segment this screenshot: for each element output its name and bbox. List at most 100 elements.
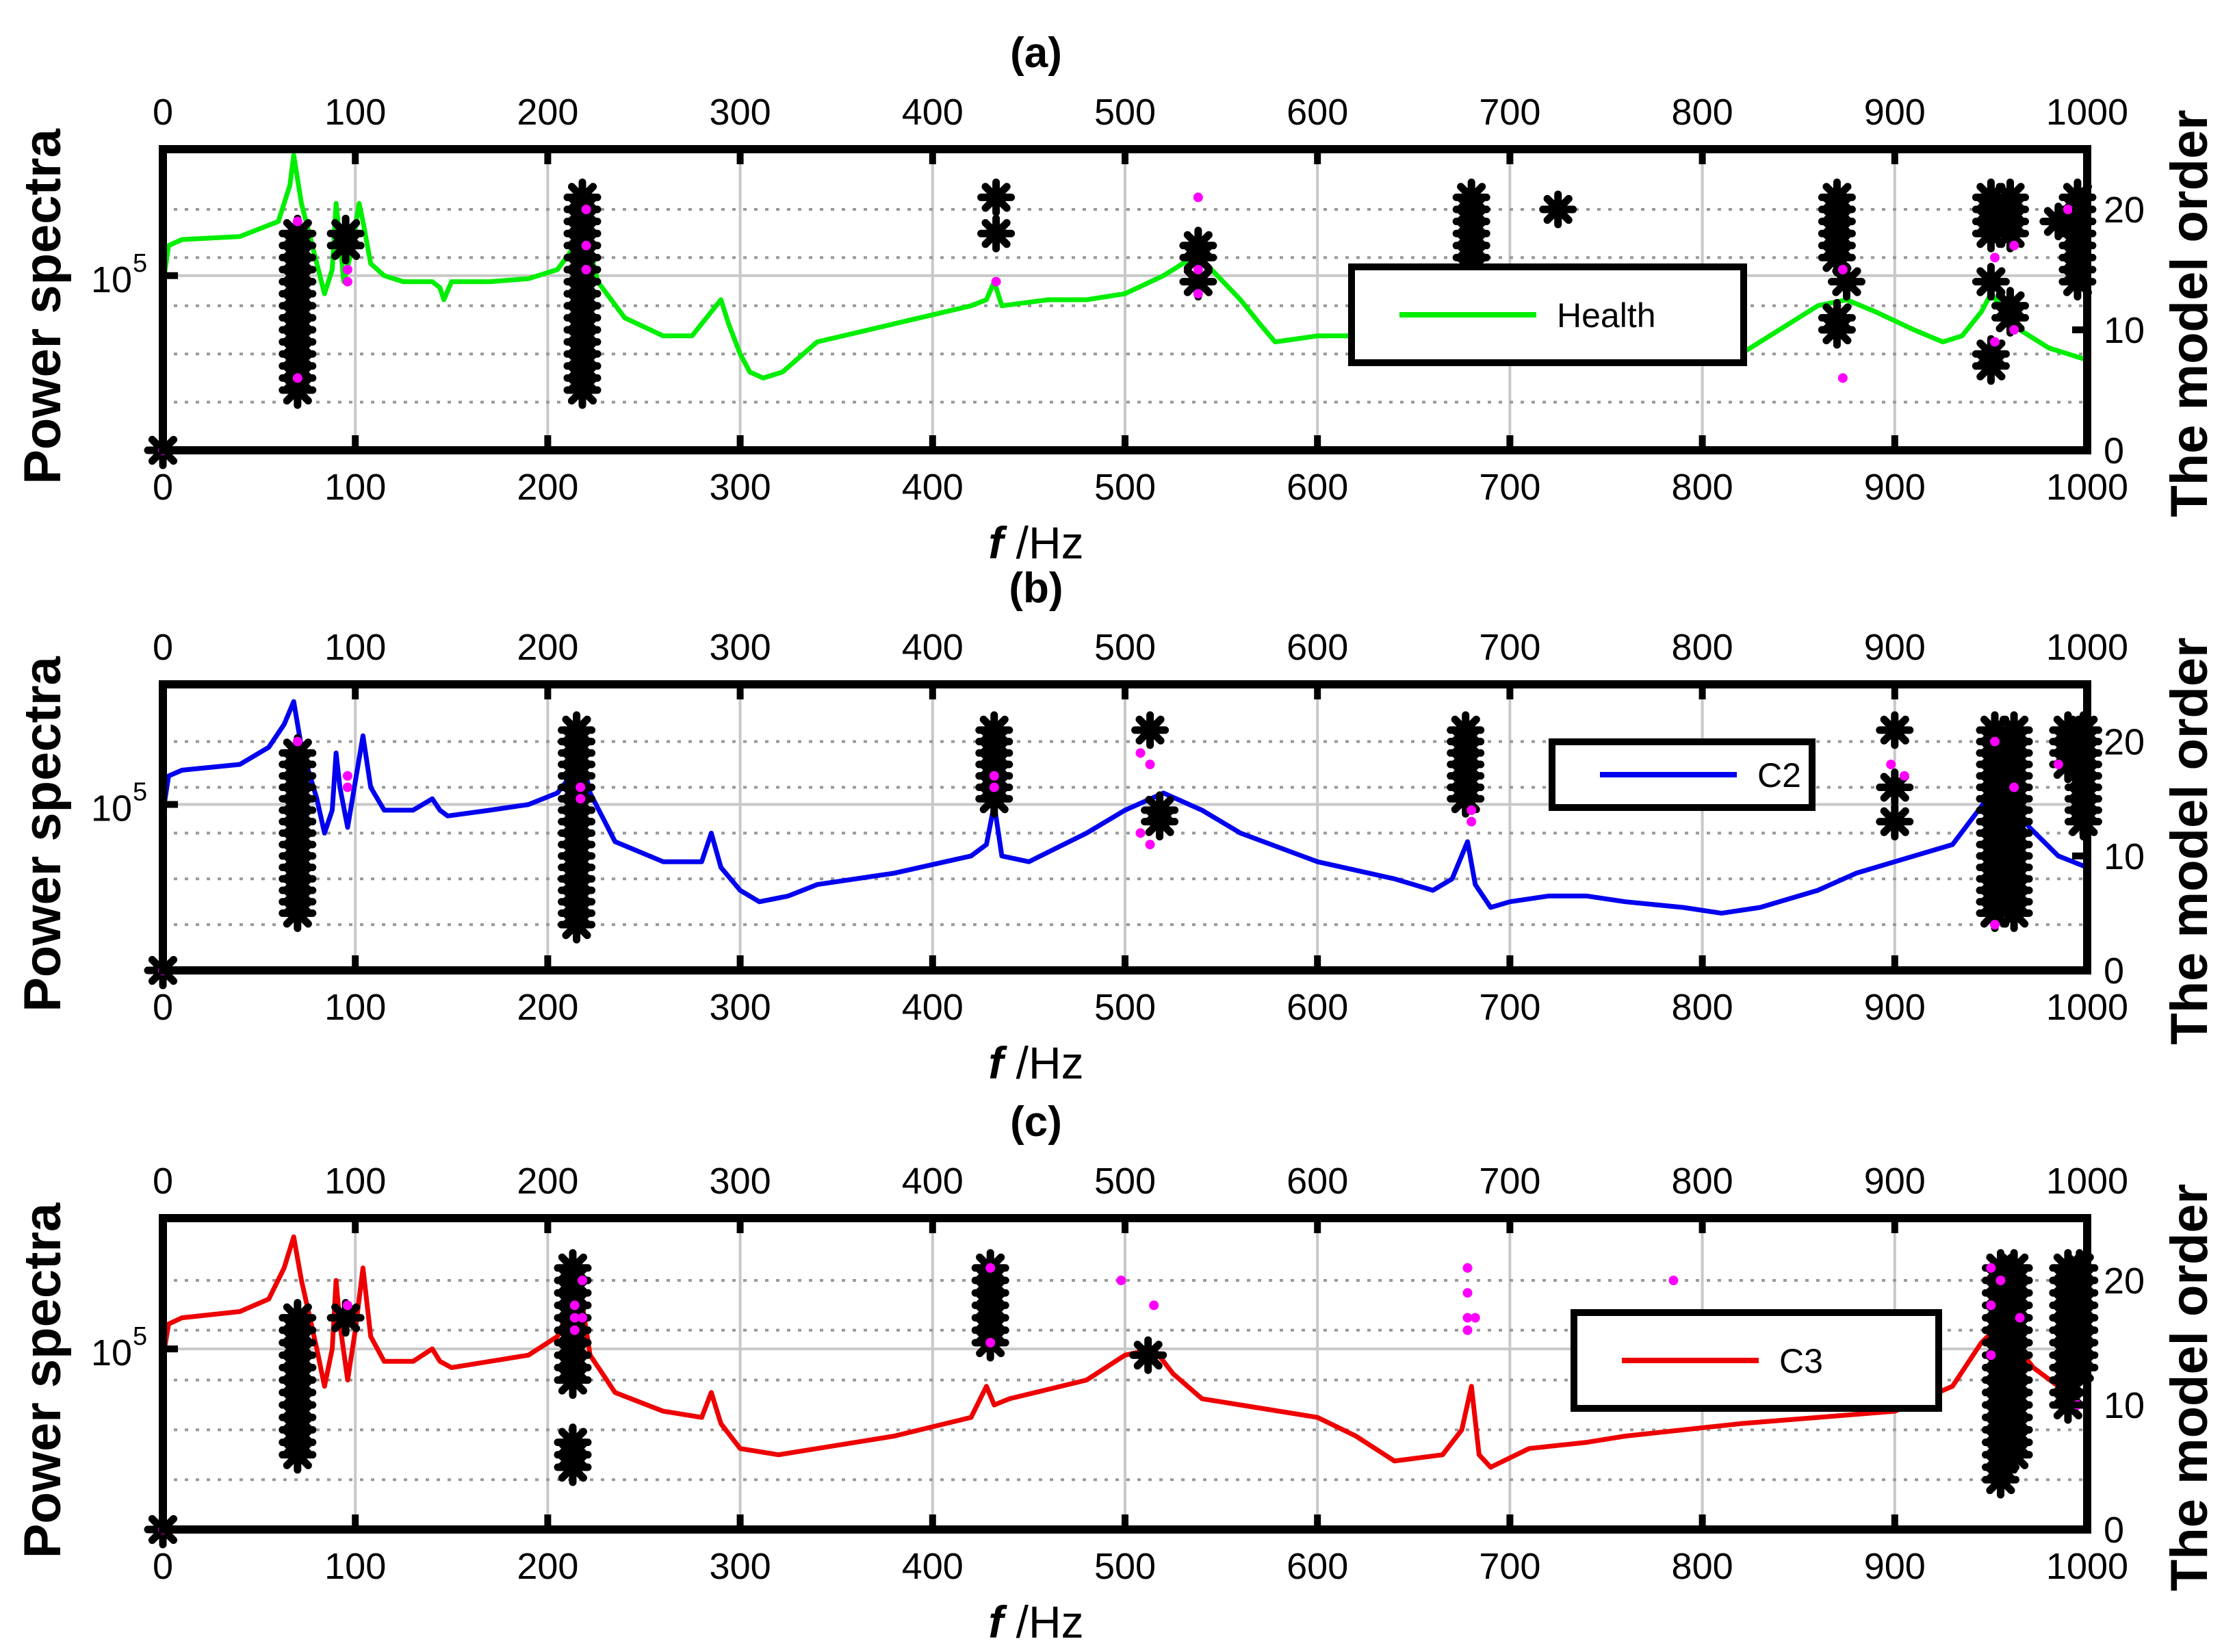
- dot-marker: [292, 216, 302, 227]
- x-tick-label-top: 700: [1479, 92, 1540, 133]
- dot-marker: [292, 736, 302, 747]
- x-tick-label-top: 1000: [2046, 627, 2128, 668]
- y-left-tick-exp: 5: [133, 1322, 147, 1351]
- x-tick-label-top: 0: [153, 1161, 173, 1202]
- dot-marker: [1135, 748, 1146, 758]
- y-left-tick-base: 10: [91, 259, 132, 300]
- stable-markers: [144, 711, 2102, 990]
- stable-marker: [1972, 263, 2010, 301]
- x-tick-label-top: 800: [1672, 627, 1733, 668]
- stable-marker: [977, 214, 1016, 253]
- x-tick-label-top: 300: [710, 1161, 771, 1202]
- dot-marker: [1462, 1325, 1473, 1335]
- dot-marker: [1986, 1300, 1996, 1311]
- panel-b: 0010010020020030030040040050050060060070…: [14, 565, 2219, 1088]
- x-tick-label-top: 0: [153, 627, 173, 668]
- dot-marker: [1886, 760, 1896, 770]
- stable-marker: [1141, 791, 1179, 829]
- dot-marker: [1462, 1313, 1473, 1323]
- x-tick-label-top: 600: [1287, 627, 1348, 668]
- stable-marker: [1179, 227, 1217, 265]
- stable-marker: [1447, 711, 1485, 749]
- dot-markers: [158, 736, 2063, 975]
- x-tick-label-bottom: 0: [153, 467, 173, 508]
- dot-marker: [1986, 1350, 1996, 1360]
- stable-marker: [1991, 287, 2029, 325]
- x-tick-label-top: 900: [1864, 627, 1926, 668]
- x-tick-label-top: 700: [1479, 627, 1540, 668]
- dot-marker: [991, 276, 1001, 287]
- dot-marker: [1462, 1263, 1473, 1273]
- x-tick-label-top: 600: [1287, 92, 1348, 133]
- x-tick-label-bottom: 900: [1864, 467, 1926, 508]
- dot-marker: [1135, 828, 1146, 838]
- stable-marker: [977, 178, 1016, 216]
- x-axis-label-unit: /Hz: [1003, 1037, 1083, 1088]
- x-tick-label-bottom: 1000: [2046, 987, 2128, 1028]
- x-tick-label-bottom: 700: [1479, 987, 1540, 1028]
- dot-marker: [2015, 1313, 2025, 1323]
- x-axis-label: f /Hz: [988, 517, 1083, 568]
- dot-marker: [342, 771, 352, 781]
- x-tick-label-bottom: 500: [1094, 987, 1156, 1028]
- dot-marker: [569, 1325, 580, 1335]
- panel-c: 0010010020020030030040040050050060060070…: [14, 1098, 2219, 1647]
- dot-marker: [1470, 1313, 1480, 1323]
- stable-marker: [554, 1249, 592, 1287]
- x-tick-label-top: 0: [153, 92, 173, 133]
- x-tick-label-top: 400: [902, 1161, 964, 1202]
- stable-marker: [1995, 711, 2033, 749]
- x-tick-label-bottom: 900: [1864, 987, 1926, 1028]
- x-tick-label-bottom: 700: [1479, 467, 1540, 508]
- stable-marker: [326, 214, 365, 253]
- dot-marker: [1193, 265, 1203, 274]
- panel-title: (b): [1009, 565, 1063, 612]
- y-left-tick-base: 10: [91, 1332, 132, 1373]
- panel-a: 0010010020020030030040040050050060060070…: [14, 29, 2219, 568]
- stable-marker: [1972, 178, 2010, 216]
- x-tick-label-top: 400: [902, 92, 964, 133]
- legend-label: C3: [1779, 1342, 1823, 1380]
- dot-marker: [578, 1276, 588, 1285]
- y-left-tick-base: 10: [91, 788, 132, 829]
- stable-marker: [554, 1423, 592, 1462]
- y-right-tick-label: 20: [2104, 1261, 2145, 1302]
- stable-marker: [1991, 178, 2029, 216]
- dot-marker: [1837, 373, 1848, 383]
- stable-marker: [558, 711, 596, 749]
- dot-marker: [576, 782, 586, 792]
- y-left-label: Power spectra: [14, 128, 72, 484]
- stable-markers: [144, 178, 2097, 469]
- x-tick-label-top: 300: [710, 92, 771, 133]
- x-tick-label-bottom: 700: [1479, 1546, 1540, 1587]
- dot-marker: [342, 276, 352, 287]
- dot-marker: [581, 240, 591, 250]
- panel-title: (a): [1010, 29, 1062, 77]
- dot-marker: [576, 794, 586, 804]
- stable-marker: [563, 178, 602, 216]
- dot-marker: [1145, 840, 1155, 850]
- dot-marker: [578, 1313, 588, 1323]
- dot-marker: [569, 1313, 580, 1323]
- x-tick-label-bottom: 200: [517, 1546, 578, 1587]
- dot-marker: [1668, 1276, 1679, 1285]
- x-tick-label-bottom: 900: [1864, 1546, 1926, 1587]
- dot-marker: [1462, 1288, 1473, 1298]
- x-axis-label-unit: /Hz: [1003, 1597, 1083, 1647]
- stable-marker: [1818, 298, 1856, 337]
- dot-marker: [1899, 771, 1909, 781]
- stable-marker: [2060, 1249, 2099, 1287]
- stable-marker: [975, 711, 1013, 749]
- x-tick-label-top: 800: [1672, 1161, 1733, 1202]
- dot-markers: [158, 192, 2073, 455]
- x-tick-label-top: 200: [517, 627, 578, 668]
- x-tick-label-top: 900: [1864, 1161, 1926, 1202]
- x-tick-label-bottom: 600: [1287, 1546, 1348, 1587]
- dot-marker: [1467, 816, 1477, 827]
- x-tick-label-top: 1000: [2046, 92, 2128, 133]
- x-tick-label-top: 700: [1479, 1161, 1540, 1202]
- x-tick-label-bottom: 400: [902, 987, 964, 1028]
- dot-marker: [1193, 192, 1203, 203]
- x-tick-label-bottom: 100: [324, 987, 386, 1028]
- y-left-tick-exp: 5: [133, 778, 147, 807]
